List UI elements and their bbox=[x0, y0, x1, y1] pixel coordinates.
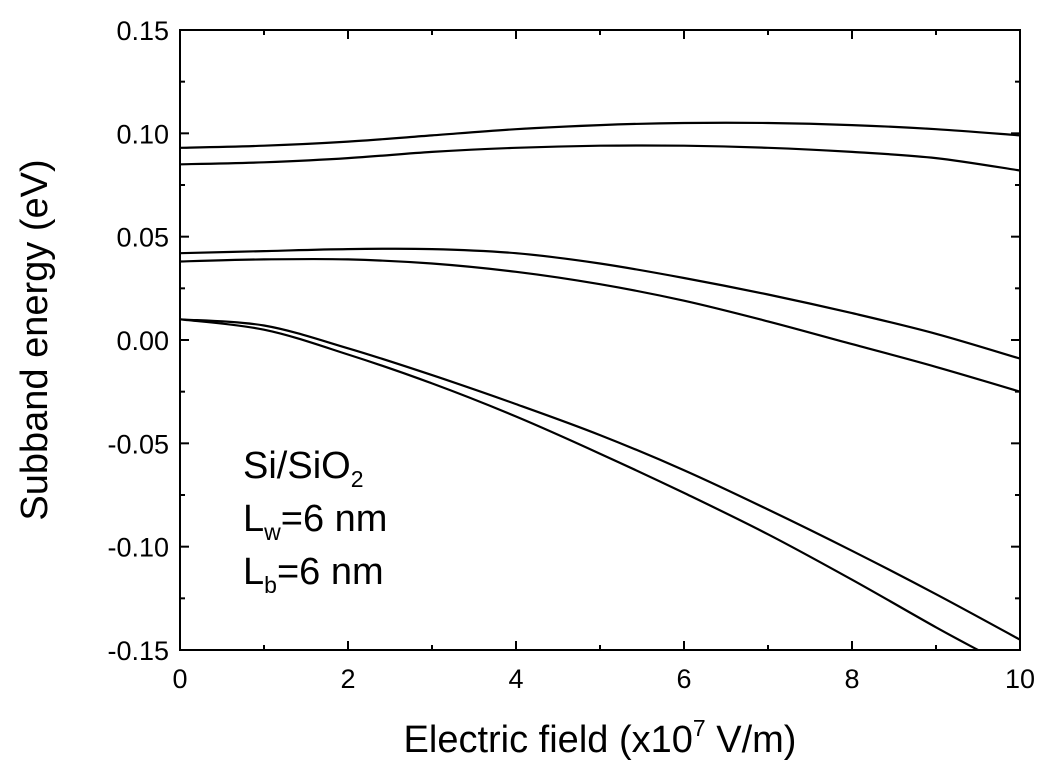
x-tick-label: 2 bbox=[340, 664, 355, 694]
x-tick-label: 8 bbox=[844, 664, 859, 694]
x-tick-label: 4 bbox=[508, 664, 523, 694]
parameter-annotation: Si/SiO2 Lw=6 nm Lb=6 nm bbox=[243, 445, 387, 598]
x-tick-label: 6 bbox=[676, 664, 691, 694]
y-tick-label: -0.05 bbox=[107, 429, 169, 459]
annotation-well-width: Lw=6 nm bbox=[243, 498, 387, 545]
y-tick-label: 0.15 bbox=[116, 16, 169, 46]
subband-curve-1 bbox=[180, 123, 1020, 148]
y-tick-label: -0.10 bbox=[107, 533, 169, 563]
x-tick-label: 10 bbox=[1005, 664, 1035, 694]
annotation-barrier-width: Lb=6 nm bbox=[243, 551, 384, 598]
y-tick-label: 0.10 bbox=[116, 119, 169, 149]
y-tick-label: 0.05 bbox=[116, 223, 169, 253]
y-axis-title: Subband energy (eV) bbox=[14, 159, 56, 520]
y-tick-label: 0.00 bbox=[116, 326, 169, 356]
x-axis-title: Electric field (x107 V/m) bbox=[404, 715, 797, 761]
subband-curve-4 bbox=[180, 259, 1020, 392]
subband-curve-2 bbox=[180, 145, 1020, 170]
x-tick-label: 0 bbox=[172, 664, 187, 694]
annotation-material: Si/SiO2 bbox=[243, 445, 364, 492]
y-tick-label: -0.15 bbox=[107, 636, 169, 666]
